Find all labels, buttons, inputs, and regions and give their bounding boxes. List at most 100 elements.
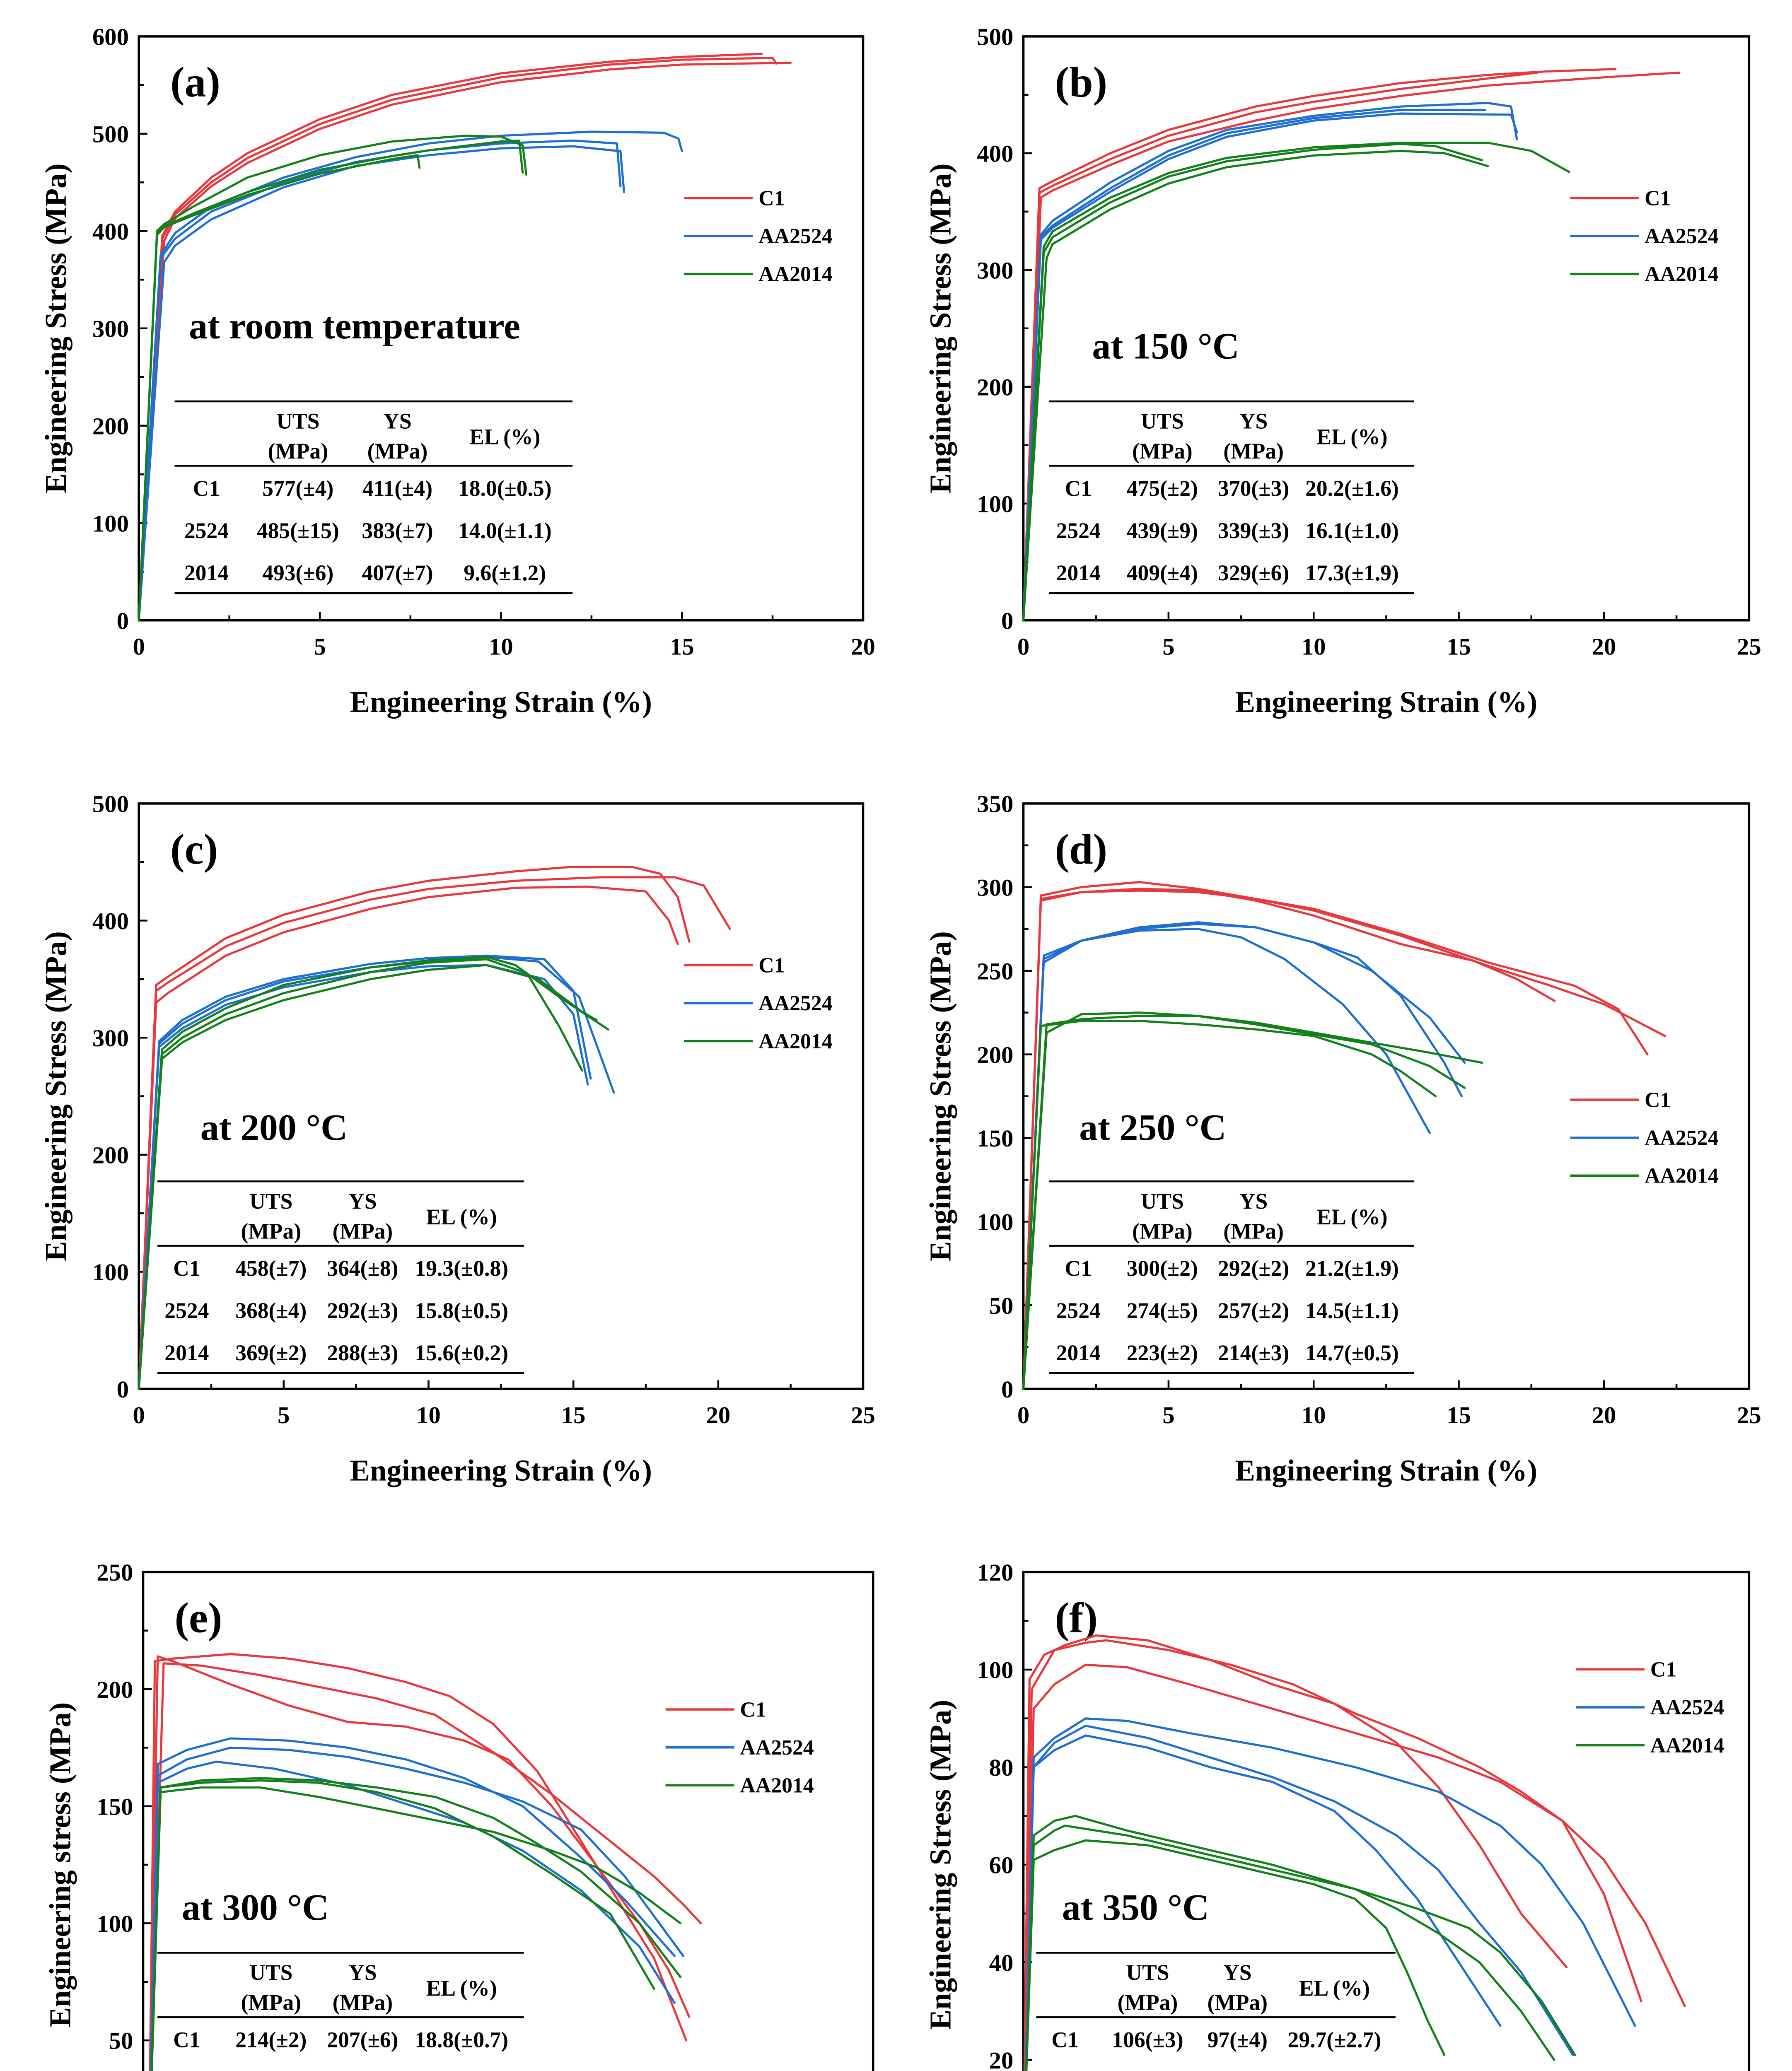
stress-strain-curve <box>1022 1015 1466 1390</box>
y-axis-label: Engineering Stress (MPa) <box>39 931 72 1261</box>
stress-strain-curve <box>149 1653 688 2071</box>
table-cell-el: 14.0(±1.1) <box>458 518 552 543</box>
x-axis-label: Engineering Strain (%) <box>1235 685 1538 719</box>
table-header-unit: (MPa) <box>268 439 328 463</box>
stress-strain-curve <box>138 139 622 622</box>
stress-strain-curve <box>1024 1734 1502 2071</box>
stress-strain-curve <box>138 61 792 622</box>
table-header: YS <box>348 1189 377 1214</box>
y-tick-label: 400 <box>92 908 129 934</box>
table-cell-uts: 223(±2) <box>1127 1340 1198 1365</box>
series-AA2524 <box>1024 1717 1636 2071</box>
y-tick-label: 300 <box>977 874 1013 901</box>
stress-strain-curve <box>1024 1639 1642 2071</box>
test-condition-label: at 150 °C <box>1092 326 1239 367</box>
stress-strain-curve <box>1022 109 1486 622</box>
legend-label: AA2524 <box>1650 1696 1724 1719</box>
legend-label: C1 <box>758 954 785 978</box>
table-cell-el: 15.6(±0.2) <box>415 1340 508 1365</box>
table-row: C1 577(±4) 411(±4) 18.0(±0.5) <box>193 476 552 501</box>
x-axis-label: Engineering Strain (%) <box>1235 1453 1538 1487</box>
table-cell-alloy: C1 <box>1065 1256 1092 1281</box>
stress-strain-curve <box>138 964 589 1390</box>
table-header-unit: (MPa) <box>1207 1990 1268 2015</box>
table-header: EL (%) <box>469 425 540 449</box>
chart-panel-f: 05101520253035020406080100120Engineering… <box>923 1559 1751 2071</box>
series-AA2014 <box>1025 1815 1576 2071</box>
series-AA2524 <box>138 954 615 1390</box>
y-tick-label: 500 <box>92 121 129 148</box>
x-tick-label: 15 <box>670 633 694 660</box>
x-tick-label: 0 <box>133 633 145 660</box>
table-header: YS <box>1239 409 1268 434</box>
series-C1 <box>1022 68 1681 622</box>
legend-label: AA2524 <box>1645 1126 1718 1150</box>
table-cell-alloy: C1 <box>193 476 220 501</box>
table-cell-alloy: C1 <box>173 2028 200 2052</box>
stress-strain-curve <box>138 876 731 1390</box>
legend-label: C1 <box>1650 1658 1676 1682</box>
y-tick-label: 100 <box>977 490 1013 517</box>
series-AA2524 <box>1022 921 1466 1390</box>
y-tick-label: 0 <box>117 607 129 634</box>
table-header-unit: (MPa) <box>1118 1990 1178 2015</box>
table-cell-ys: 214(±3) <box>1218 1340 1289 1365</box>
table-row: C1 300(±2) 292(±2) 21.2(±1.9) <box>1065 1256 1398 1281</box>
panel-letter: (f) <box>1055 1595 1098 1642</box>
table-header: EL (%) <box>1316 1204 1387 1229</box>
legend-label: AA2014 <box>740 1774 814 1798</box>
legend-label: AA2524 <box>740 1736 814 1760</box>
x-tick-label: 0 <box>1017 1402 1029 1429</box>
properties-table: UTS (MPa) YS (MPa) EL (%) C1 475(±2) 370(±3) 20.… <box>1049 400 1414 594</box>
y-tick-label: 200 <box>977 1041 1013 1068</box>
y-axis-label: Engineering Stress (MPa) <box>923 1700 957 2030</box>
stress-strain-curve <box>138 954 592 1390</box>
x-tick-label: 10 <box>1302 633 1326 660</box>
table-header: YS <box>1239 1189 1268 1214</box>
legend-label: AA2014 <box>1645 263 1718 286</box>
table-header-unit: (MPa) <box>1223 1219 1284 1243</box>
stress-strain-curve <box>138 958 583 1390</box>
table-row: 2014 369(±2) 288(±3) 15.6(±0.2) <box>164 1340 508 1365</box>
table-header: UTS <box>249 1189 292 1214</box>
table-header: EL (%) <box>1299 1976 1370 2001</box>
y-tick-label: 300 <box>92 316 129 343</box>
table-row: C1 458(±7) 364(±8) 19.3(±0.8) <box>173 1256 508 1281</box>
table-header: EL (%) <box>426 1976 497 2001</box>
x-axis-label: Engineering Strain (%) <box>350 685 652 719</box>
y-axis-label: Engineering Stress (MPa) <box>923 163 957 493</box>
y-tick-label: 300 <box>92 1025 129 1052</box>
table-cell-ys: 163(±5) <box>327 2069 398 2071</box>
table-cell-el: 17.3(±1.9) <box>1305 560 1399 585</box>
chart-panel-c: 0 5 10 15 20 25 0 100 200 300 400 500 Engineering St… <box>39 791 875 1487</box>
x-tick-label: 5 <box>314 633 326 660</box>
table-header-unit: (MPa) <box>1132 1219 1193 1243</box>
legend-label: AA2014 <box>758 263 832 286</box>
legend-label: AA2014 <box>1645 1164 1718 1188</box>
test-condition-label: at 200 °C <box>200 1107 348 1148</box>
table-cell-el: 14.7(±0.5) <box>1305 1340 1399 1365</box>
table-row: C1 106(±3) 97(±4) 29.7(±2.7) <box>1051 2028 1381 2052</box>
table-header-unit: (MPa) <box>333 1219 393 1243</box>
table-cell-el: 20.2(±1.6) <box>1305 476 1399 501</box>
x-axis-label: Engineering Strain (%) <box>350 1453 652 1487</box>
table-cell-uts: 439(±9) <box>1127 518 1198 543</box>
table-cell-alloy: 2524 <box>1056 1298 1101 1323</box>
stress-strain-curve <box>150 1779 655 2071</box>
table-cell-uts: 214(±2) <box>235 2028 307 2052</box>
table-cell-uts: 368(±4) <box>235 1298 307 1323</box>
stress-strain-curve <box>1022 71 1538 622</box>
y-tick-label: 50 <box>109 2028 133 2054</box>
table-cell-alloy: 2014 <box>1056 1340 1101 1365</box>
table-header: YS <box>1223 1960 1251 1985</box>
y-tick-label: 60 <box>989 1852 1014 1879</box>
stress-strain-curve <box>1025 1825 1555 2071</box>
y-tick-label: 20 <box>989 2047 1014 2071</box>
table-cell-el: 26.9(±2.5) <box>1288 2069 1381 2071</box>
table-cell-alloy: 2524 <box>1043 2069 1087 2071</box>
y-tick-label: 500 <box>92 791 129 818</box>
table-header-unit: (MPa) <box>1223 439 1284 463</box>
properties-table: UTS (MPa) YS (MPa) EL (%) C1 106(±3) 97(±4) 29.7… <box>1036 1952 1396 2071</box>
table-cell-uts: 369(±2) <box>235 1340 307 1365</box>
